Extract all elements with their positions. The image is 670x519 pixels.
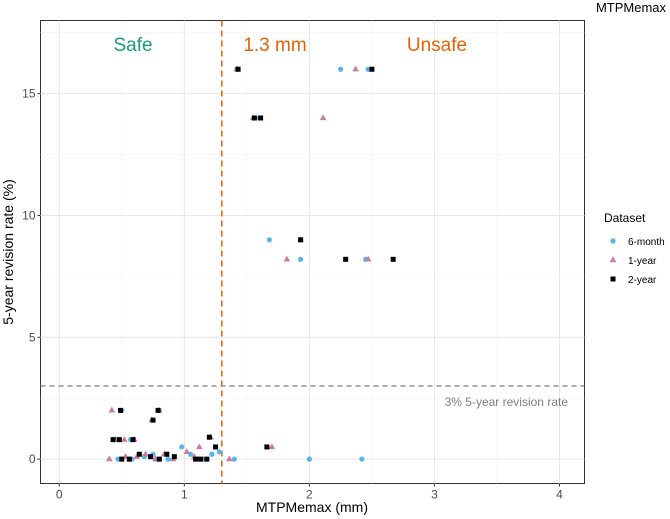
x-tick-label: 2 xyxy=(306,488,313,502)
point-2-year xyxy=(235,66,241,72)
point-1-year xyxy=(268,443,276,450)
point-2-year xyxy=(369,66,375,72)
panel-border xyxy=(40,20,585,484)
point-2-year xyxy=(116,437,122,443)
point-6-month xyxy=(216,449,222,455)
point-2-year xyxy=(156,456,162,462)
legend-label-1-year: 1-year xyxy=(628,256,657,267)
threshold-label: 1.3 mm xyxy=(243,35,306,56)
point-2-year xyxy=(155,407,161,413)
point-1-year xyxy=(120,436,128,442)
y-tick-label: 5 xyxy=(29,330,36,344)
point-2-year xyxy=(126,456,132,462)
point-6-month xyxy=(165,456,171,462)
legend-label-2-year: 2-year xyxy=(628,275,657,286)
point-6-month xyxy=(338,66,344,72)
point-6-month xyxy=(179,444,185,450)
point-6-month xyxy=(359,456,365,462)
unsafe-label: Unsafe xyxy=(407,35,467,56)
reference-lines xyxy=(40,20,585,484)
point-2-year xyxy=(148,454,154,460)
point-1-year xyxy=(133,453,141,459)
data-points xyxy=(105,65,396,462)
point-1-year xyxy=(196,443,203,450)
point-2-year xyxy=(119,456,125,462)
point-2-year xyxy=(136,451,142,457)
point-2-year xyxy=(150,417,156,423)
point-2-year xyxy=(204,456,210,462)
point-1-year xyxy=(108,406,116,413)
point-2-year xyxy=(198,456,204,462)
point-2-year xyxy=(343,256,349,262)
legend-key-6-month xyxy=(610,238,616,244)
point-1-year xyxy=(283,255,291,262)
legend: Dataset 6-month 1-year 2-year xyxy=(604,211,665,286)
point-2-year xyxy=(264,444,270,450)
revision-rate-line-label: 3% 5-year revision rate xyxy=(445,395,569,409)
legend-key-2-year xyxy=(610,276,616,282)
point-1-year xyxy=(183,448,191,454)
point-2-year xyxy=(171,454,177,460)
point-2-year xyxy=(130,437,136,443)
y-axis-title: 5-year revision rate (%) xyxy=(0,179,16,325)
point-2-year xyxy=(118,407,124,413)
x-tick-label: 1 xyxy=(181,488,188,502)
legend-key-1-year xyxy=(609,256,617,263)
point-2-year xyxy=(390,256,396,262)
point-6-month xyxy=(209,451,215,457)
point-6-month xyxy=(306,456,312,462)
point-6-month xyxy=(266,237,272,243)
x-tick-label: 0 xyxy=(56,488,63,502)
point-1-year xyxy=(319,114,327,121)
x-tick-label: 4 xyxy=(556,488,563,502)
point-2-year xyxy=(258,115,264,121)
point-2-year xyxy=(110,437,116,443)
point-2-year xyxy=(213,444,219,450)
point-2-year xyxy=(206,434,212,440)
point-6-month xyxy=(231,456,237,462)
point-1-year xyxy=(105,455,113,462)
chart-title: MTPMemax xyxy=(596,0,667,15)
safe-label: Safe xyxy=(113,35,152,56)
legend-title: Dataset xyxy=(604,211,646,225)
axes: 0 1 2 3 4 0 5 10 15 xyxy=(22,87,563,502)
point-6-month xyxy=(298,256,304,262)
point-2-year xyxy=(164,451,170,457)
point-2-year xyxy=(251,115,257,121)
x-tick-label: 3 xyxy=(431,488,438,502)
point-2-year xyxy=(298,237,304,243)
point-2-year xyxy=(193,456,199,462)
y-tick-label: 0 xyxy=(29,452,36,466)
legend-label-6-month: 6-month xyxy=(628,237,665,248)
x-axis-title: MTPMemax (mm) xyxy=(256,499,368,515)
grid xyxy=(40,20,585,484)
point-1-year xyxy=(352,65,359,72)
point-1-year xyxy=(142,450,149,457)
y-tick-label: 10 xyxy=(22,208,36,222)
point-1-year xyxy=(226,455,233,462)
point-1-year xyxy=(364,255,372,262)
y-tick-label: 15 xyxy=(22,87,36,101)
